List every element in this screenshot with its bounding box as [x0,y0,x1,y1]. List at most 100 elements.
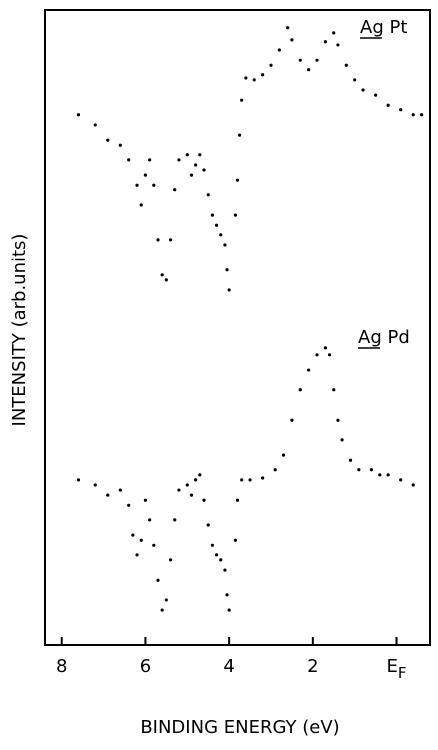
data-point [206,523,210,527]
data-point [152,183,156,187]
data-point [286,26,290,30]
data-point [189,493,194,497]
data-point [227,608,231,612]
x-tick-label: 2 [307,656,318,677]
data-point [386,103,390,107]
data-point [290,418,294,422]
data-point [233,538,238,542]
data-point [357,468,361,472]
data-point [214,223,219,227]
data-point [353,78,357,82]
data-point [173,188,177,192]
x-tick-label: 4 [223,656,234,677]
data-point [177,488,181,492]
data-point [214,553,219,557]
data-point [399,478,403,482]
x-tick-label-sub: F [398,664,407,682]
legend-label: Ag Pt [360,17,407,38]
x-tick-label: 6 [140,656,151,677]
data-point [361,88,365,92]
data-point [152,543,156,547]
data-point [348,458,353,462]
data-point [143,173,148,177]
data-point [206,193,210,197]
data-point [281,453,286,457]
data-point [273,468,277,472]
data-point [198,153,202,157]
data-point [139,538,143,542]
x-axis-label: BINDING ENERGY (eV) [140,717,339,738]
data-point [139,203,143,207]
data-point [223,568,227,572]
data-point [235,178,240,182]
data-point [227,288,231,292]
data-point [369,468,374,472]
data-point [168,558,173,562]
data-point [177,158,181,162]
data-point [76,113,81,117]
data-point [277,48,281,52]
x-tick-label: 8 [56,656,67,677]
data-point [210,213,214,217]
data-point [194,478,198,482]
data-point [386,473,390,477]
data-point [156,578,160,582]
data-point [93,483,97,487]
data-point [156,238,160,242]
data-point [269,63,273,67]
data-point [315,353,319,357]
data-point [164,278,168,282]
data-point [233,213,238,217]
data-point [261,73,265,77]
data-point [106,493,110,497]
data-point [307,368,311,372]
data-point [235,498,240,502]
data-point [225,593,229,597]
data-point [135,183,139,187]
data-point [340,438,344,442]
data-point [127,503,131,507]
data-point [160,608,164,612]
data-point [399,108,403,112]
data-point [327,353,332,357]
data-point [143,498,148,502]
data-point [118,143,122,147]
data-point [223,243,227,247]
data-point [93,123,97,127]
x-tick-label-main: E [387,656,398,677]
data-point [219,233,223,237]
data-point [106,138,110,142]
data-point [148,158,152,162]
data-point [411,483,415,487]
data-point [378,473,382,477]
data-point [298,58,302,62]
y-axis-label: INTENSITY (arb.units) [9,234,30,427]
data-point [315,58,319,62]
legend-label: Ag Pd [358,327,410,348]
data-point [323,346,327,350]
data-point [240,98,244,102]
data-point [237,133,242,137]
data-point [185,153,189,157]
data-point [202,498,206,502]
data-point [248,478,252,482]
data-point [332,388,336,392]
data-point [336,418,340,422]
data-point [332,31,336,35]
data-point [198,473,202,477]
data-point [148,518,152,522]
data-point [336,43,340,47]
data-point [219,558,223,562]
data-point [261,476,265,480]
data-point [173,518,177,522]
data-point [160,273,164,277]
data-point [420,113,424,117]
data-point [225,268,229,272]
data-point [252,78,256,82]
data-point [373,93,378,97]
data-point [298,388,302,392]
x-tick-label: EF [387,656,407,682]
data-point [202,168,206,172]
data-point [240,478,244,482]
data-point [290,38,294,42]
